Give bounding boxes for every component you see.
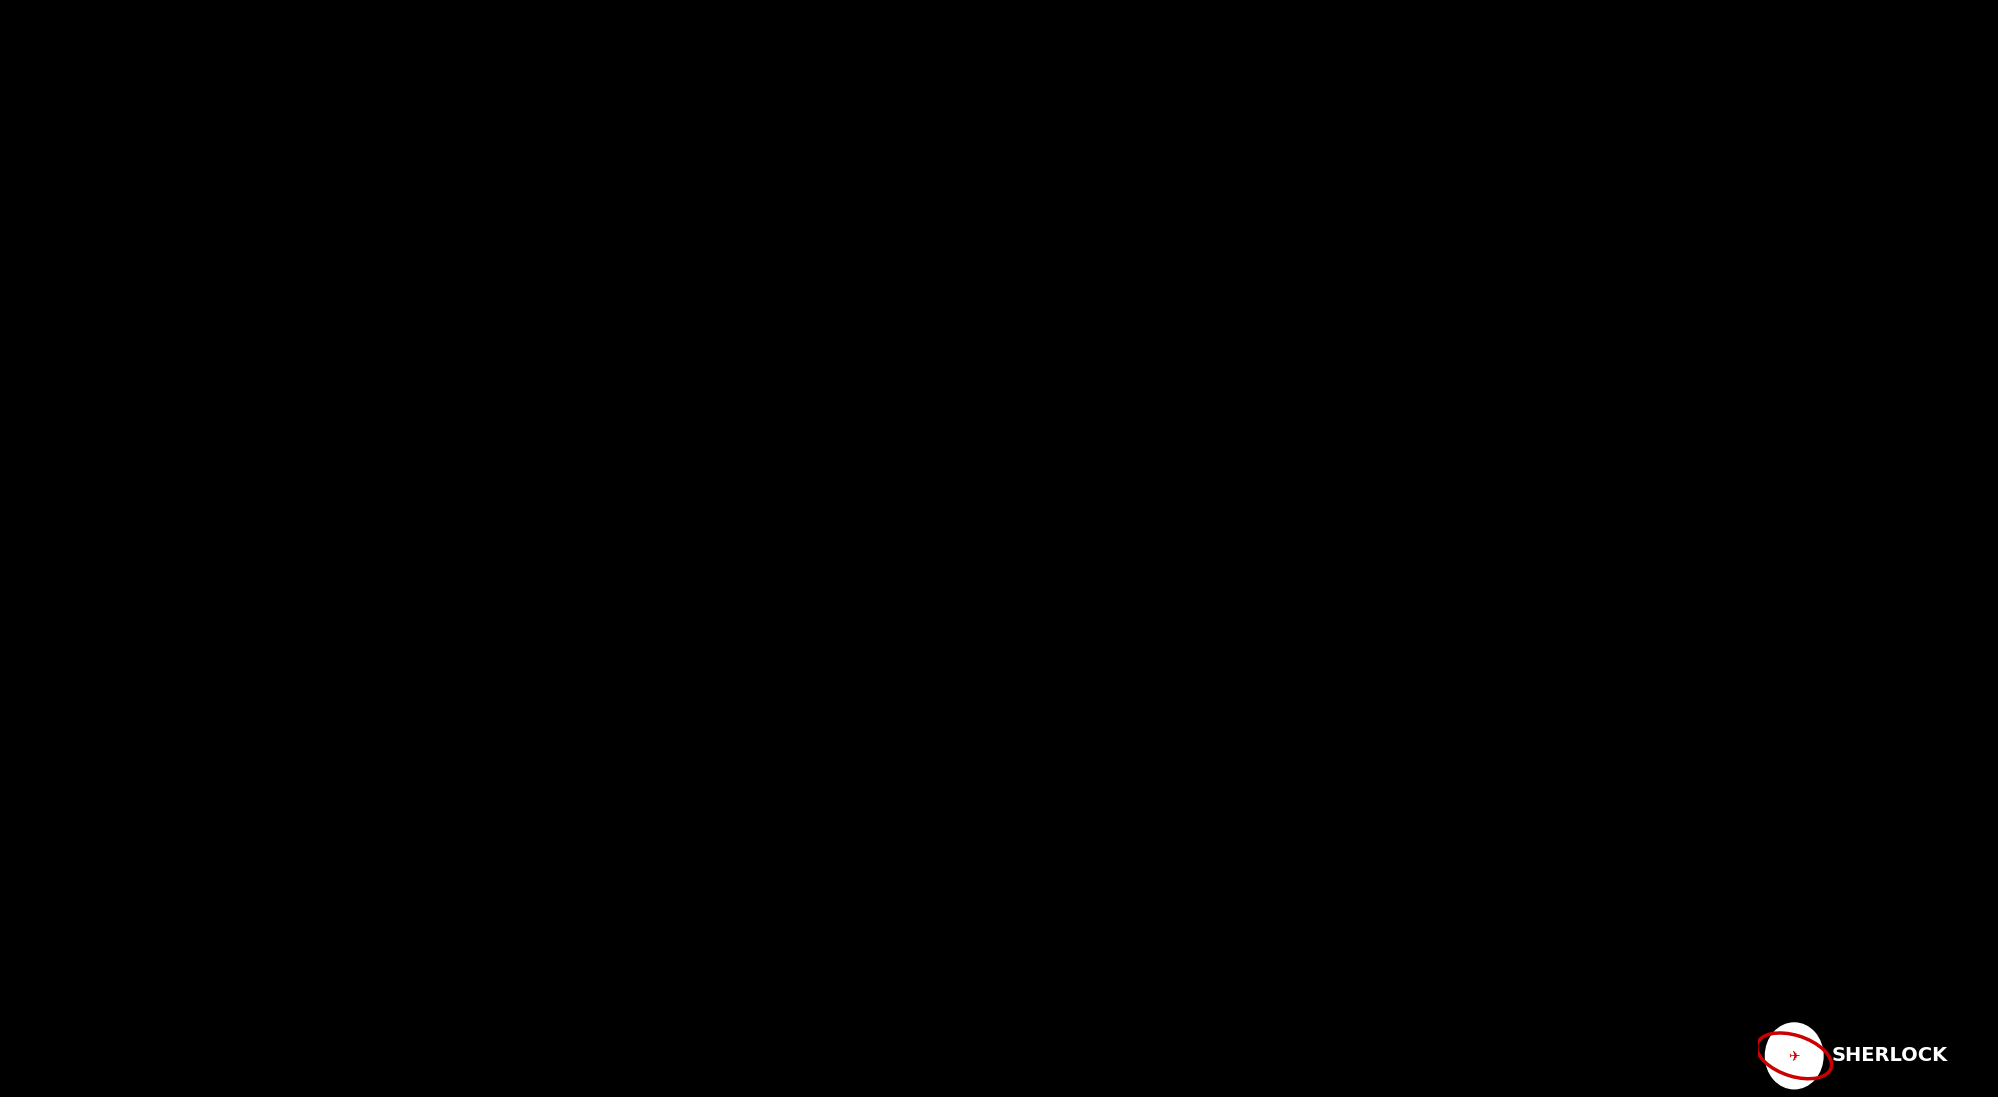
Text: ✈: ✈ (1788, 1049, 1800, 1063)
Text: SHERLOCK: SHERLOCK (1832, 1047, 1948, 1065)
Circle shape (1766, 1022, 1822, 1088)
